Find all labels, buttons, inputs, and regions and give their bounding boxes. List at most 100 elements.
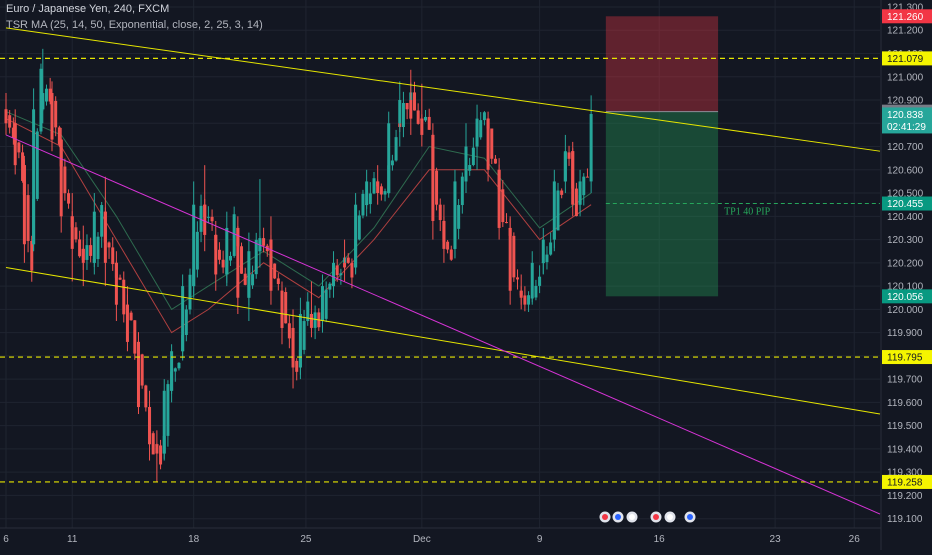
candle-key [464,123,468,194]
x-tick-label: 26 [849,534,861,545]
candle [435,167,439,211]
candle [39,63,43,135]
candle-body [151,433,155,455]
candle [210,209,214,231]
candle-key [181,274,185,361]
candle-body [560,190,564,195]
candle-body [313,312,317,328]
time-axis[interactable]: 6 11 18 25 Dec 9 16 23 26 [0,527,881,545]
candle [582,173,586,206]
stop-loss-zone[interactable] [605,16,719,112]
candle [585,168,589,178]
candle [346,253,350,264]
y-tick-label: 120.300 [887,235,924,246]
candle-body [589,113,593,182]
candle [11,117,15,145]
candle-key [589,95,593,194]
indicator-legend[interactable]: TSR MA (25, 14, 50, Exponential, close, … [6,19,263,31]
candle-body [63,166,67,194]
drawn-lines[interactable] [0,27,881,515]
candle [501,180,505,228]
price-tag: 119.795 [882,350,932,365]
trendline-yellow[interactable] [5,27,881,152]
candle [262,227,266,253]
candle-key [376,165,380,205]
candle-key [41,48,45,124]
candle-body [254,239,258,275]
candle [324,281,328,323]
candle-body [217,249,221,260]
trendline-magenta[interactable] [5,134,881,515]
candle [30,235,34,282]
candle [479,112,483,140]
y-tick-label: 120.600 [887,165,924,176]
candle-body [354,204,358,268]
candle-body [195,231,199,270]
y-tick-label: 121.300 [887,2,924,13]
candle-body [54,100,58,128]
price-tag: 119.258 [882,474,932,489]
price-tag: 120.056 [882,289,932,304]
candle-key [59,127,63,233]
candle-body [479,120,483,138]
x-tick-label: 9 [537,534,543,545]
trendline-yellow[interactable] [5,266,881,415]
candle-body [4,109,8,124]
candle-body [181,286,185,352]
candle [368,182,372,214]
candle-key [4,93,8,135]
position-zones[interactable]: TP1 40 PIP [605,16,880,297]
price-tag-bg [882,350,932,365]
candle-body [468,164,472,171]
y-tick-label: 121.000 [887,72,924,83]
candle-key [387,111,391,198]
candle [460,172,464,214]
candle-key [32,88,36,252]
price-tag: 120.455 [882,196,932,211]
price-tags: 121.260121.079120.850120.83802:41:29120.… [882,9,932,489]
candle-body [280,290,284,328]
candle-body [240,246,244,274]
candle-body [501,189,505,223]
y-tick-label: 120.000 [887,305,924,316]
candle-body [21,152,25,181]
candle-key [81,225,85,287]
candle-body [545,254,549,263]
candle [184,305,188,342]
candle-body [26,195,30,241]
candle-key [409,69,413,135]
candle [534,279,538,301]
x-tick-label: Dec [413,534,431,545]
candle-body [144,385,148,408]
candle-body [140,354,144,386]
candle-body [13,123,17,166]
candle-key [563,134,567,194]
x-tick-label: 11 [67,534,78,545]
ma-line [5,118,592,334]
candle-key [398,81,402,147]
candle-body [346,257,350,263]
candle-body [401,103,405,128]
candle-body [302,321,306,350]
candle-body [493,158,497,164]
candle-body [512,235,516,278]
candle-body [89,245,93,256]
ma-line [5,111,592,311]
price-tag-countdown: 02:41:29 [887,122,926,133]
candle-body [96,236,100,260]
candle-key [280,281,284,345]
candle-body [129,312,133,321]
candle [96,232,100,268]
candle-body [251,274,255,286]
candle [129,310,133,321]
event-icons[interactable] [598,510,697,524]
event-icon-dot [602,514,608,520]
candle-body [379,186,383,195]
candle-body [111,247,115,265]
candle-body [427,116,431,130]
price-tag-text: 120.838 [887,110,924,121]
candle-key [365,169,369,217]
candle [240,242,244,274]
